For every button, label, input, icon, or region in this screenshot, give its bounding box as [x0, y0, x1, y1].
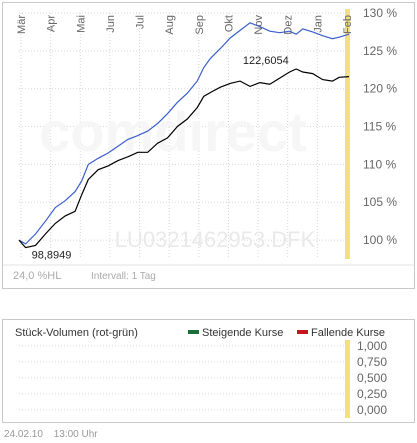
watermark-symbol: LU0321462953.DFK [115, 227, 316, 252]
y-axis: 130 % 125 % 120 % 115 % 110 % 105 % 100 % [363, 6, 397, 247]
volume-tick-label: 0,500 [357, 371, 387, 385]
price-grid [19, 12, 349, 259]
month-tick-label: Nov [253, 15, 265, 35]
month-tick-label: Aug [164, 15, 176, 35]
y-tick-label: 120 % [363, 82, 397, 96]
volume-grid [19, 345, 349, 411]
y-tick-label: 110 % [363, 157, 396, 171]
y-tick-label: 105 % [363, 195, 397, 209]
month-tick-label: Jul [135, 15, 147, 29]
month-tick-label: Jan [312, 15, 324, 33]
annotations: 98,8949 122,6054 [32, 55, 289, 261]
falling-legend-swatch [297, 330, 308, 334]
y-tick-label: 100 % [363, 233, 397, 247]
month-tick-label: Apr [46, 15, 58, 32]
month-tick-label: Okt [223, 15, 235, 32]
falling-legend-label: Fallende Kurse [311, 327, 385, 339]
series-layer [18, 22, 350, 249]
rising-legend-label: Steigende Kurse [202, 327, 283, 339]
series-line-blue [18, 22, 350, 245]
rising-legend-swatch [188, 330, 199, 334]
month-tick-label: Mär [16, 15, 28, 34]
volume-tick-label: 1,000 [357, 339, 387, 353]
month-axis: Mär Apr Mai Jun Jul Aug Sep Okt Nov Dez Jan Feb [16, 15, 354, 35]
volume-chart: Stück-Volumen (rot-grün) Steigende Kurse… [15, 327, 387, 418]
range-label: 24,0 %HL [13, 270, 61, 282]
y-tick-label: 125 % [363, 44, 397, 58]
month-tick-label: Feb [342, 15, 354, 34]
month-tick-label: Jun [105, 15, 117, 33]
month-tick-label: Dez [283, 15, 295, 35]
footer-time: 13:00 Uhr [53, 429, 98, 440]
y-tick-label: 115 % [363, 120, 396, 134]
footer-date: 24.02.10 [4, 429, 43, 440]
month-tick-label: Sep [194, 15, 206, 35]
volume-highlight-band [345, 340, 350, 418]
volume-tick-label: 0,250 [357, 387, 387, 401]
annotation-label: 122,6054 [243, 55, 289, 67]
volume-tick-label: 0,000 [357, 403, 387, 417]
footer: 24.02.10 13:00 Uhr [4, 429, 106, 440]
volume-title: Stück-Volumen (rot-grün) [15, 327, 138, 339]
annotation-label: 98,8949 [32, 249, 72, 261]
price-chart-panel: comdirect LU0321462953.DFK Mär Apr Mai Jun J… [2, 2, 415, 289]
volume-tick-label: 0,750 [357, 355, 387, 369]
y-tick-label: 130 % [363, 6, 397, 20]
price-chart: comdirect LU0321462953.DFK Mär Apr Mai Jun J… [3, 6, 414, 282]
month-tick-label: Mai [75, 15, 87, 33]
series-line-black [18, 68, 350, 249]
volume-y-axis: 1,000 0,750 0,500 0,250 0,000 [357, 339, 387, 417]
interval-label: Intervall: 1 Tag [91, 271, 156, 282]
volume-panel: Stück-Volumen (rot-grün) Steigende Kurse… [2, 319, 415, 423]
